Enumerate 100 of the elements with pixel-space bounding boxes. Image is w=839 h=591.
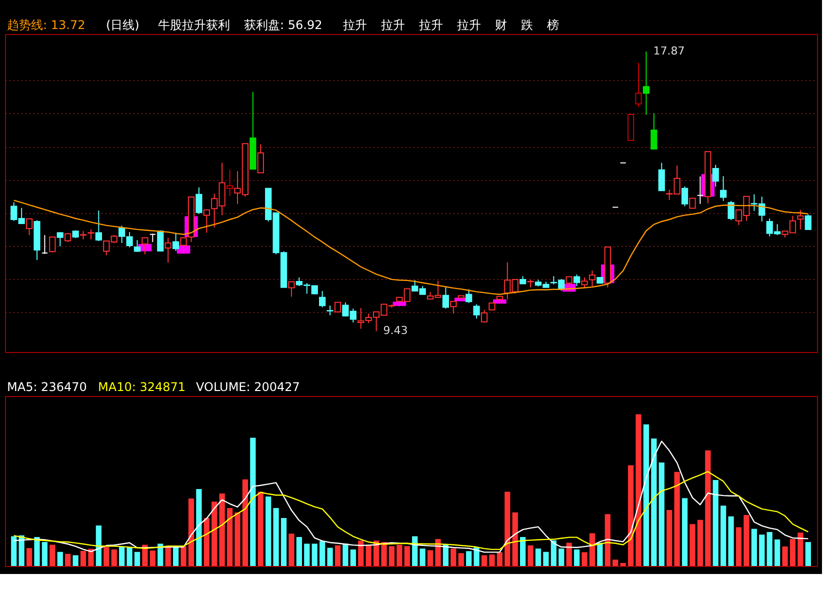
bar: [435, 538, 441, 566]
candlestick: [720, 176, 727, 202]
bar: [396, 544, 402, 566]
candlestick: [588, 270, 596, 288]
bar: [134, 552, 140, 566]
bar: [759, 534, 765, 566]
bar: [774, 539, 780, 566]
candlestick: [142, 237, 148, 255]
bar: [26, 548, 32, 566]
bar: [420, 548, 426, 566]
bar: [427, 550, 434, 566]
candlestick: [164, 237, 172, 264]
candlestick: [466, 288, 472, 304]
text: 拉升: [343, 18, 367, 32]
bar: [88, 548, 94, 566]
bar: [412, 536, 418, 566]
bar: [690, 524, 696, 566]
bar: [597, 542, 603, 566]
bar: [674, 472, 680, 566]
bar: [736, 527, 742, 566]
bar: [535, 548, 542, 566]
bar: [720, 506, 726, 566]
bar: [358, 540, 364, 566]
text: MA5: 236470: [7, 380, 87, 394]
candlestick: [203, 209, 210, 234]
bar: [196, 489, 202, 566]
candlestick: [257, 144, 264, 174]
bar: [266, 496, 272, 566]
bar: [543, 552, 549, 566]
bar: [334, 545, 341, 566]
bar: [312, 544, 318, 566]
bar: [142, 544, 148, 566]
bar: [496, 552, 502, 566]
text: 榜: [547, 18, 559, 32]
candlestick: [642, 51, 650, 116]
bar: [150, 550, 156, 566]
bar: [165, 546, 171, 566]
bar: [57, 552, 63, 566]
candlestick: [450, 300, 457, 314]
bar: [34, 537, 40, 566]
text: 拉升: [419, 18, 443, 32]
text: 趋势线: 13.72: [7, 18, 86, 32]
candlestick: [573, 274, 580, 287]
text: 拉升: [457, 18, 481, 32]
candlestick: [149, 233, 156, 243]
bar: [550, 540, 556, 566]
bar: [250, 438, 256, 566]
bar: [158, 544, 164, 566]
bar: [589, 533, 596, 566]
bar: [504, 492, 510, 566]
bar: [489, 554, 495, 566]
bar: [558, 548, 564, 566]
bar: [273, 508, 279, 566]
bar: [705, 450, 711, 566]
candlestick: [326, 305, 334, 316]
bar: [258, 492, 264, 566]
candlestick: [95, 210, 102, 242]
candlestick: [804, 214, 812, 230]
bar: [666, 510, 672, 566]
candlestick: [196, 186, 202, 214]
bar: [728, 516, 734, 566]
candlestick: [26, 218, 33, 236]
bar: [320, 541, 326, 566]
text: 获利盘: 56.92: [244, 18, 322, 32]
candlestick: [49, 236, 56, 253]
text: 9.43: [383, 324, 408, 338]
candlestick: [728, 200, 734, 221]
bar: [304, 544, 310, 566]
candlestick: [581, 276, 588, 289]
bar: [234, 512, 240, 566]
candlestick: [56, 232, 64, 247]
bar: [697, 520, 703, 566]
bar: [520, 537, 526, 566]
bar: [212, 502, 218, 566]
bar: [188, 498, 194, 566]
candlestick: [172, 232, 180, 252]
bar: [119, 547, 125, 566]
bar: [636, 414, 642, 566]
bar: [288, 534, 294, 566]
bar: [458, 553, 464, 566]
candlestick: [681, 186, 688, 207]
bar: [744, 515, 750, 566]
candlestick: [696, 176, 704, 204]
candlestick: [41, 234, 48, 254]
bar: [528, 545, 534, 566]
bar: [582, 552, 588, 566]
bar: [658, 462, 664, 566]
text: 拉升: [381, 18, 405, 32]
candlestick: [319, 290, 326, 308]
text: 17.87: [653, 44, 685, 58]
candlestick: [650, 112, 658, 150]
candlestick: [288, 281, 295, 298]
bar: [72, 555, 78, 566]
bar: [242, 479, 248, 566]
bar: [512, 512, 518, 566]
bar: [366, 544, 372, 566]
bar: [42, 542, 48, 566]
bar: [388, 546, 395, 566]
bar: [466, 551, 472, 566]
candlestick: [334, 302, 342, 312]
